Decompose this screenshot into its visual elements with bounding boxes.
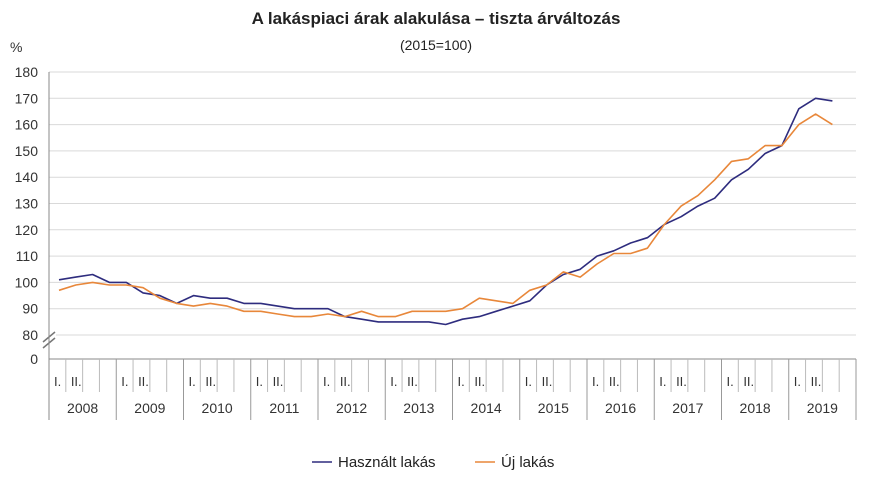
quarter-label: II. [205, 374, 216, 389]
year-label: 2012 [336, 400, 367, 416]
quarter-label: II. [811, 374, 822, 389]
series-lines [58, 97, 833, 326]
year-label: 2018 [740, 400, 771, 416]
year-label: 2016 [605, 400, 636, 416]
year-label: 2009 [134, 400, 165, 416]
y-tick-label: 120 [15, 222, 39, 238]
year-label: 2017 [672, 400, 703, 416]
quarter-label: I. [794, 374, 801, 389]
quarter-label: II. [676, 374, 687, 389]
quarter-label: II. [273, 374, 284, 389]
year-label: 2008 [67, 400, 98, 416]
year-label: 2014 [471, 400, 502, 416]
quarter-label: I. [525, 374, 532, 389]
quarter-label: II. [407, 374, 418, 389]
y-tick-label: 160 [15, 117, 39, 133]
quarter-label: I. [390, 374, 397, 389]
year-label: 2010 [202, 400, 233, 416]
legend: Használt lakás Új lakás [312, 454, 554, 471]
year-label: 2013 [403, 400, 434, 416]
quarter-label: I. [659, 374, 666, 389]
quarter-label: I. [727, 374, 734, 389]
quarter-label: I. [323, 374, 330, 389]
legend-label: Használt lakás [338, 454, 436, 471]
year-label: 2019 [807, 400, 838, 416]
quarter-label: I. [256, 374, 263, 389]
quarter-label: I. [54, 374, 61, 389]
year-label: 2011 [269, 400, 299, 416]
y-tick-label: 170 [15, 90, 39, 106]
y-tick-label: 100 [15, 274, 39, 290]
quarter-label: II. [474, 374, 485, 389]
quarter-label: II. [542, 374, 553, 389]
chart-title: A lakáspiaci árak alakulása – tiszta árv… [252, 9, 621, 28]
quarter-label: II. [340, 374, 351, 389]
quarter-label: I. [458, 374, 465, 389]
quarter-label: II. [138, 374, 149, 389]
y-axis-unit-label: % [10, 39, 22, 55]
quarter-label: II. [743, 374, 754, 389]
y-tick-label: 80 [22, 327, 38, 343]
year-label: 2015 [538, 400, 569, 416]
x-axis: I. II. 2008 I. II. 2009 I. II. 2010 I. II. 2011 I. II… [48, 72, 857, 420]
quarter-label: II. [609, 374, 620, 389]
y-tick-label: 150 [15, 143, 39, 159]
legend-label: Új lakás [501, 454, 554, 471]
y-tick-label: 130 [15, 196, 39, 212]
quarter-label: I. [121, 374, 128, 389]
y-tick-label: 140 [15, 169, 39, 185]
chart-subtitle: (2015=100) [400, 37, 472, 53]
y-tick-label: 90 [22, 301, 38, 317]
quarter-label: II. [71, 374, 82, 389]
y-axis-ticks: 180 170 160 150 140 130 120 110 100 90 80 0 [15, 64, 39, 367]
y-tick-label: 110 [16, 248, 39, 264]
series-line [58, 97, 833, 326]
y-tick-label: 180 [15, 64, 39, 80]
series-line [58, 113, 833, 318]
quarter-label: I. [189, 374, 196, 389]
y-tick-label: 0 [30, 351, 38, 367]
gridlines [49, 71, 856, 336]
quarter-label: I. [592, 374, 599, 389]
